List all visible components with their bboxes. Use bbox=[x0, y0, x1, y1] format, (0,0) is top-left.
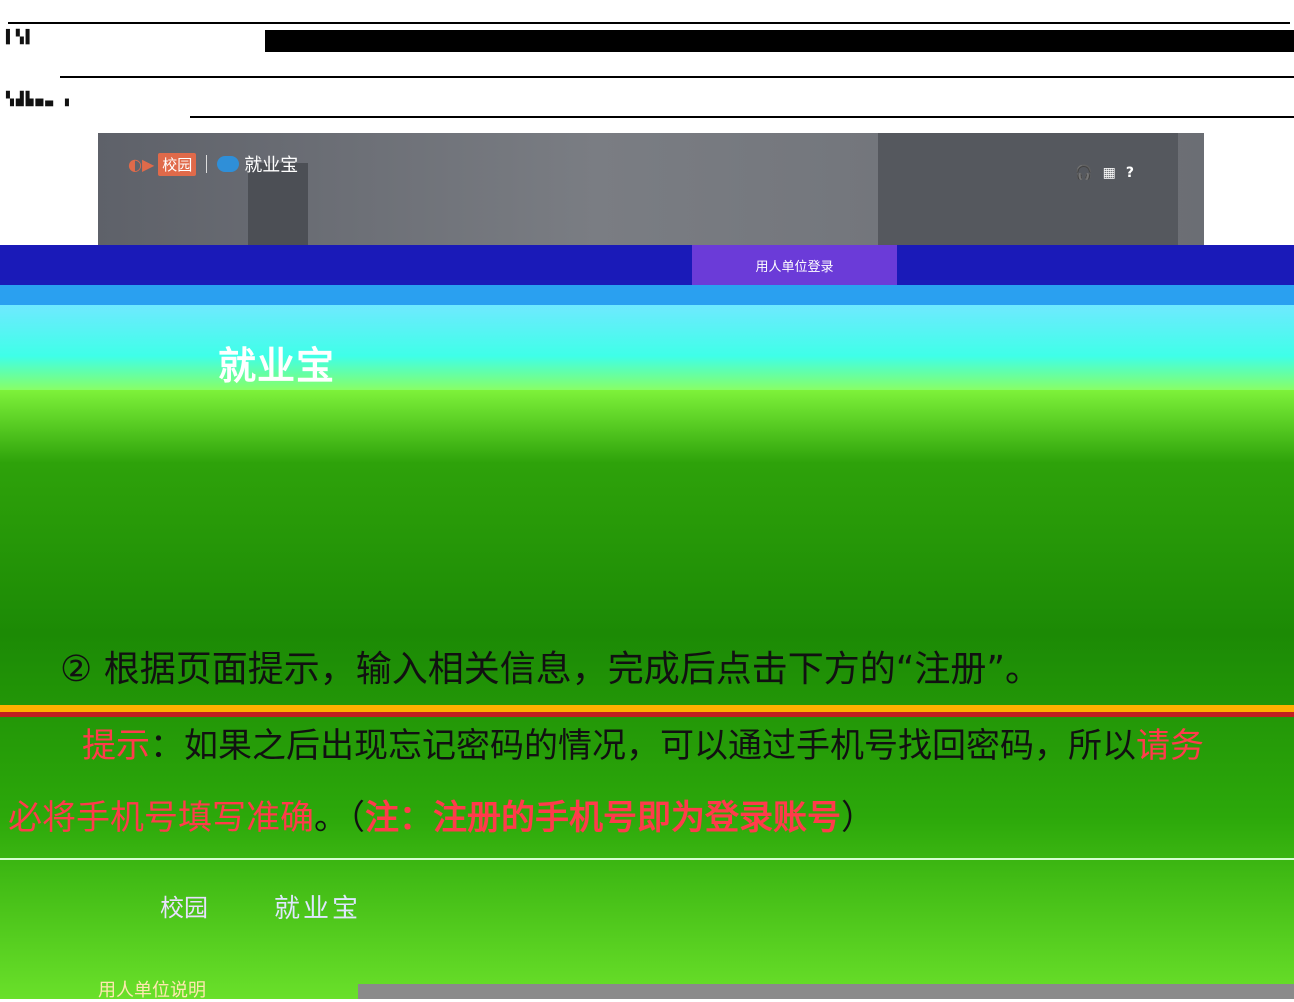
jiuyebao-brand: 就业宝 bbox=[244, 155, 299, 176]
logo-separator bbox=[206, 155, 208, 173]
header-bar bbox=[265, 30, 1294, 52]
header-rule-bottom bbox=[190, 116, 1294, 118]
content-background bbox=[0, 390, 1294, 999]
form-bar bbox=[358, 984, 1294, 999]
header-icons: 🎧 ▦ ? bbox=[1075, 165, 1134, 181]
tip-red-tail: 请务 bbox=[1136, 726, 1204, 766]
register-page-screenshot: 校园 就业宝 用人单位说明 bbox=[0, 858, 1294, 1001]
step-instruction: ② 根据页面提示，输入相关信息，完成后点击下方的“注册”。 bbox=[60, 649, 1042, 690]
campus-logo[interactable]: ◐▶ 校园 bbox=[128, 152, 197, 176]
divider-stripe-red bbox=[0, 712, 1294, 717]
tip-line-1: 提示：如果之后出现忘记密码的情况，可以通过手机号找回密码，所以请务 bbox=[82, 718, 1204, 767]
employer-note-label: 用人单位说明 bbox=[98, 980, 206, 1001]
jiuyebao-logo-text: 就业宝 bbox=[274, 894, 362, 924]
tip-label: 提示 bbox=[82, 726, 150, 766]
headset-icon[interactable]: 🎧 bbox=[1075, 165, 1093, 181]
tip-paren-open: 。（ bbox=[314, 798, 365, 838]
building-silhouette-right bbox=[878, 133, 1178, 245]
campus-logo-text: 校园 bbox=[160, 894, 208, 922]
banner-band-cyan bbox=[0, 305, 1294, 390]
banner-band-sky bbox=[0, 285, 1294, 305]
banner-brand-logo: 就业宝 bbox=[218, 344, 336, 388]
jiuyebao-logo-icon bbox=[217, 156, 240, 172]
tip-note: 注：注册的手机号即为登录账号 bbox=[365, 798, 841, 838]
menu-icon[interactable]: ▦ bbox=[1102, 165, 1116, 181]
tip-line-2: 必将手机号填写准确。（注：注册的手机号即为登录账号） bbox=[8, 790, 875, 839]
divider-stripe bbox=[0, 705, 1294, 712]
login-banner: 用人单位登录 就业宝 bbox=[0, 245, 1294, 390]
help-icon[interactable]: ? bbox=[1125, 165, 1134, 181]
banner-band-blue bbox=[0, 245, 1294, 285]
header-garble-left: ▌▚▌ bbox=[6, 30, 36, 45]
screenshot-top-border bbox=[0, 858, 1294, 860]
employer-login-tab[interactable]: 用人单位登录 bbox=[692, 245, 897, 285]
tip-red-phone: 必将手机号填写准确 bbox=[8, 798, 314, 838]
site-header-screenshot: ◐▶ 校园 就业宝 🎧 ▦ ? bbox=[98, 133, 1204, 245]
header-garble-left2: ▚▟▙▄▃ ▖ bbox=[6, 92, 75, 107]
tip-paren-close: ） bbox=[841, 798, 875, 838]
building-silhouette bbox=[248, 163, 308, 245]
header-rule-top bbox=[8, 22, 1290, 24]
tip-text: ：如果之后出现忘记密码的情况，可以通过手机号找回密码，所以 bbox=[150, 726, 1136, 766]
logo-row[interactable]: ◐▶ 校园 就业宝 bbox=[128, 151, 298, 177]
header-rule-mid bbox=[60, 76, 1294, 78]
campus-logo-box: 校园 bbox=[158, 152, 197, 176]
campus-logo-mark: ◐▶ bbox=[128, 154, 155, 174]
jiuyebao-logo[interactable]: 就业宝 bbox=[217, 151, 298, 177]
